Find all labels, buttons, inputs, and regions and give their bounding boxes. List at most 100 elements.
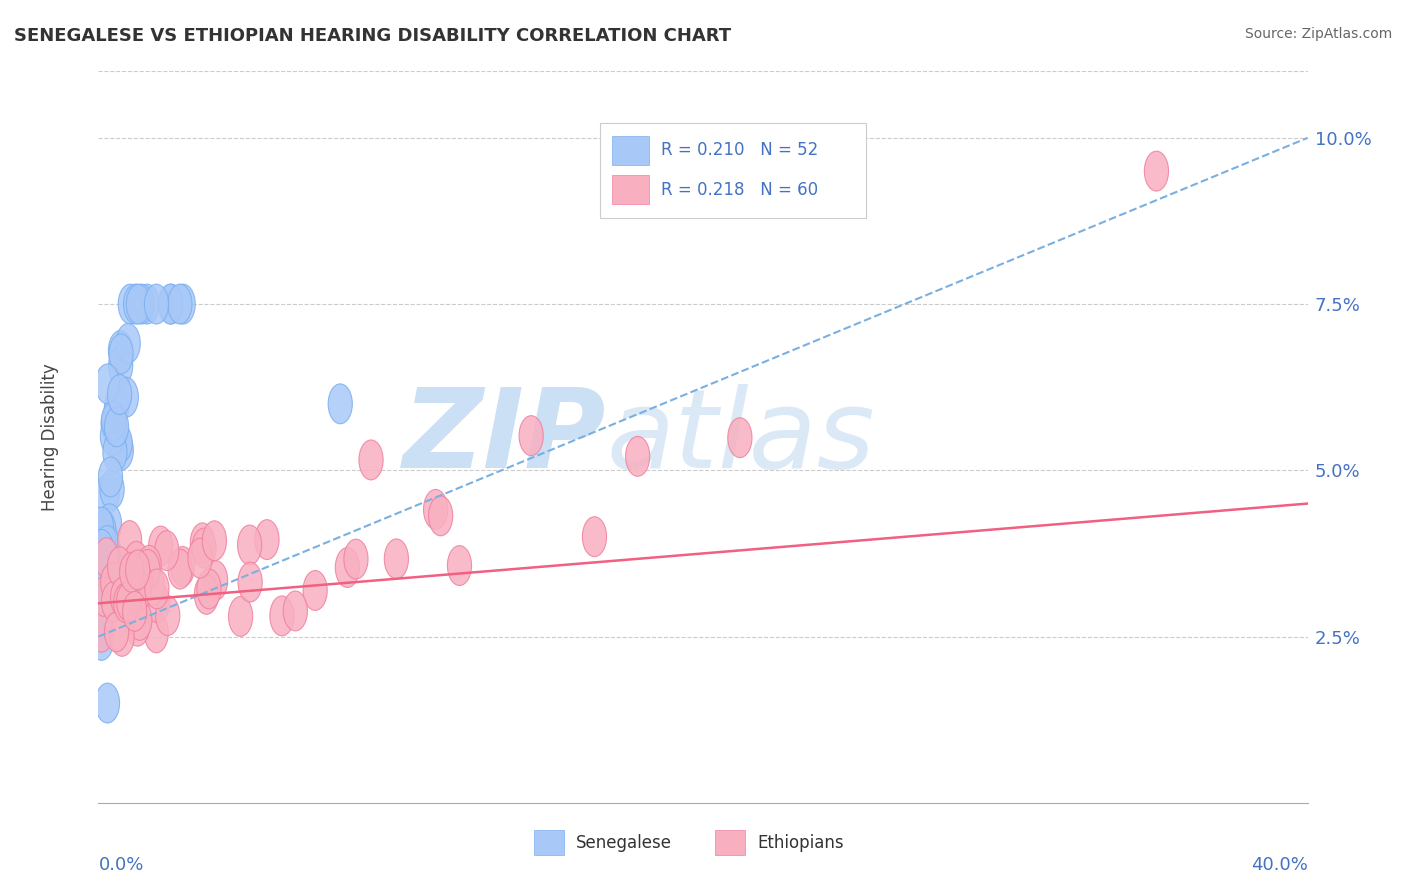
Text: Ethiopians: Ethiopians <box>758 834 844 852</box>
Ellipse shape <box>90 521 115 561</box>
Ellipse shape <box>111 577 135 617</box>
Ellipse shape <box>108 346 132 385</box>
Ellipse shape <box>103 433 127 472</box>
Ellipse shape <box>191 528 217 568</box>
Ellipse shape <box>194 574 218 615</box>
Ellipse shape <box>96 683 120 723</box>
Ellipse shape <box>122 591 146 632</box>
Ellipse shape <box>1144 151 1168 191</box>
Ellipse shape <box>519 416 543 456</box>
Ellipse shape <box>107 375 132 415</box>
Ellipse shape <box>108 423 132 463</box>
Ellipse shape <box>447 546 471 585</box>
Text: R = 0.218   N = 60: R = 0.218 N = 60 <box>661 181 818 199</box>
Ellipse shape <box>270 596 294 636</box>
Ellipse shape <box>145 569 169 609</box>
Ellipse shape <box>96 364 120 404</box>
Ellipse shape <box>90 548 115 587</box>
Text: SENEGALESE VS ETHIOPIAN HEARING DISABILITY CORRELATION CHART: SENEGALESE VS ETHIOPIAN HEARING DISABILI… <box>14 27 731 45</box>
Ellipse shape <box>202 521 226 561</box>
Ellipse shape <box>254 520 278 559</box>
Ellipse shape <box>104 388 128 428</box>
Ellipse shape <box>238 525 262 565</box>
Ellipse shape <box>283 591 308 631</box>
Ellipse shape <box>91 513 115 553</box>
Ellipse shape <box>118 285 142 324</box>
Ellipse shape <box>91 576 117 616</box>
Ellipse shape <box>141 566 165 606</box>
Ellipse shape <box>110 616 134 657</box>
Ellipse shape <box>125 550 150 590</box>
Ellipse shape <box>429 496 453 536</box>
Ellipse shape <box>91 510 115 550</box>
Ellipse shape <box>145 613 169 653</box>
Ellipse shape <box>90 607 114 647</box>
Ellipse shape <box>118 521 142 560</box>
Ellipse shape <box>125 607 149 646</box>
Ellipse shape <box>104 407 129 447</box>
Ellipse shape <box>167 285 193 324</box>
Ellipse shape <box>131 555 155 594</box>
Ellipse shape <box>188 538 212 578</box>
Ellipse shape <box>114 377 138 417</box>
Ellipse shape <box>136 549 160 590</box>
Ellipse shape <box>359 440 382 480</box>
Text: atlas: atlas <box>606 384 875 491</box>
Ellipse shape <box>120 552 143 592</box>
Ellipse shape <box>107 547 132 587</box>
Ellipse shape <box>167 549 193 589</box>
Text: Source: ZipAtlas.com: Source: ZipAtlas.com <box>1244 27 1392 41</box>
Ellipse shape <box>335 548 360 588</box>
Ellipse shape <box>90 530 114 569</box>
Ellipse shape <box>136 545 162 585</box>
Ellipse shape <box>105 562 129 602</box>
Ellipse shape <box>97 535 122 574</box>
Ellipse shape <box>90 570 114 609</box>
Ellipse shape <box>98 457 122 497</box>
Bar <box>716 830 745 855</box>
Ellipse shape <box>100 417 125 456</box>
Ellipse shape <box>159 285 183 324</box>
Ellipse shape <box>90 516 114 557</box>
Text: Hearing Disability: Hearing Disability <box>41 363 59 511</box>
Ellipse shape <box>145 285 169 324</box>
Ellipse shape <box>124 541 149 582</box>
Ellipse shape <box>128 571 152 610</box>
Bar <box>613 175 648 204</box>
Ellipse shape <box>101 563 125 603</box>
Ellipse shape <box>127 285 150 324</box>
Ellipse shape <box>129 285 153 324</box>
Ellipse shape <box>238 562 263 602</box>
Ellipse shape <box>101 401 125 441</box>
Ellipse shape <box>190 523 215 563</box>
Ellipse shape <box>170 547 194 586</box>
Bar <box>613 136 648 165</box>
Text: R = 0.210   N = 52: R = 0.210 N = 52 <box>661 141 818 160</box>
Ellipse shape <box>128 600 152 640</box>
Ellipse shape <box>117 582 141 622</box>
Ellipse shape <box>197 569 221 609</box>
FancyBboxPatch shape <box>600 122 866 218</box>
Ellipse shape <box>97 504 121 544</box>
Ellipse shape <box>229 597 253 636</box>
Ellipse shape <box>128 561 152 601</box>
Ellipse shape <box>104 412 128 452</box>
Ellipse shape <box>93 534 117 574</box>
Ellipse shape <box>117 324 141 363</box>
Ellipse shape <box>159 285 183 324</box>
Ellipse shape <box>90 569 114 609</box>
Ellipse shape <box>94 557 118 597</box>
Ellipse shape <box>204 560 228 600</box>
Ellipse shape <box>172 285 195 324</box>
Ellipse shape <box>90 621 114 660</box>
Ellipse shape <box>110 430 134 470</box>
Ellipse shape <box>124 285 148 324</box>
Ellipse shape <box>100 469 124 509</box>
Ellipse shape <box>94 538 118 578</box>
Ellipse shape <box>145 582 170 623</box>
Ellipse shape <box>328 384 353 424</box>
Ellipse shape <box>91 520 115 560</box>
Ellipse shape <box>384 539 409 579</box>
Ellipse shape <box>104 612 129 652</box>
Ellipse shape <box>90 507 114 547</box>
